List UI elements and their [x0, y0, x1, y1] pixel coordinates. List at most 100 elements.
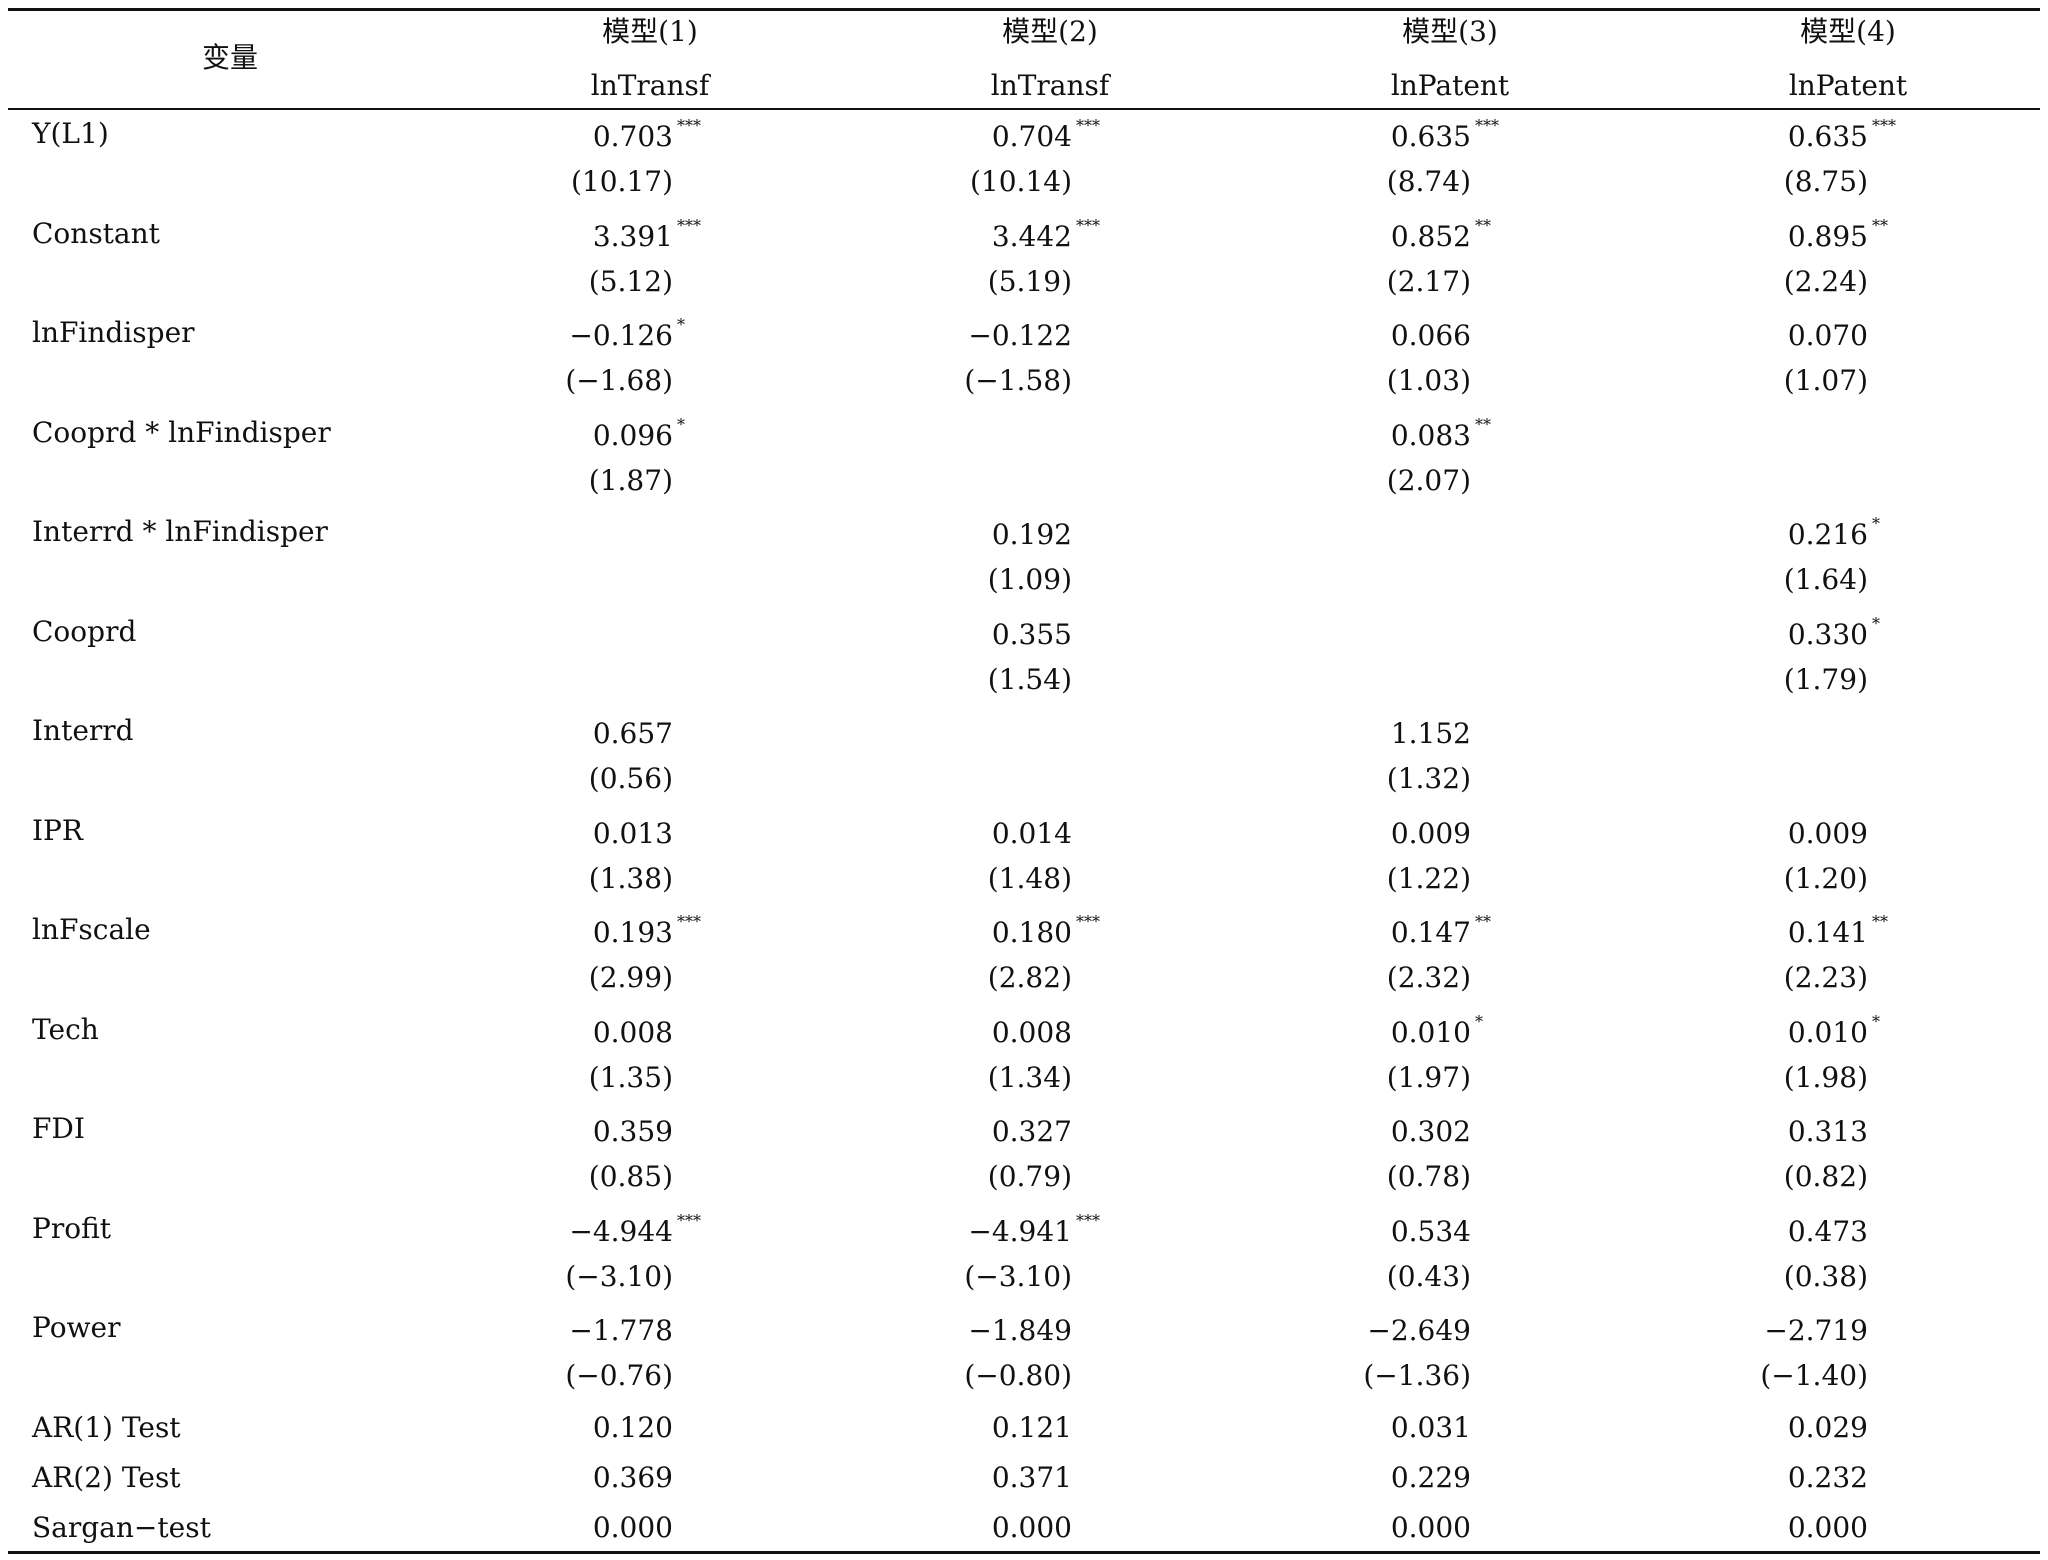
- coefficient: 0.534: [1390, 1215, 1471, 1248]
- significance-stars: ***: [1076, 216, 1100, 235]
- t-statistic: (0.78): [1386, 1160, 1471, 1193]
- t-statistic: (−3.10): [565, 1260, 673, 1293]
- row-label: Tech: [32, 1013, 99, 1046]
- coefficient: 1.152: [1390, 717, 1471, 750]
- test-value: 0.369: [592, 1461, 673, 1494]
- t-statistic: (1.38): [588, 862, 673, 895]
- t-statistic: (−0.80): [964, 1359, 1072, 1392]
- coefficient: 0.008: [592, 1016, 673, 1049]
- coefficient: 0.635: [1390, 120, 1471, 153]
- row-label: Cooprd * lnFindisper: [32, 416, 331, 449]
- coefficient: 0.852: [1390, 220, 1471, 253]
- t-statistic: (1.79): [1783, 663, 1868, 696]
- row-label: Power: [32, 1311, 121, 1344]
- significance-stars: **: [1475, 415, 1491, 434]
- t-statistic: (−1.68): [565, 364, 673, 397]
- t-statistic: (2.24): [1783, 265, 1868, 298]
- significance-stars: ***: [1076, 116, 1100, 135]
- t-statistic: (0.85): [588, 1160, 673, 1193]
- model-header-1: 模型(1): [602, 15, 698, 48]
- coefficient: 0.066: [1390, 319, 1471, 352]
- row-label: Profit: [32, 1212, 112, 1245]
- coefficient: 0.180: [991, 916, 1072, 949]
- test-value: 0.232: [1787, 1461, 1868, 1494]
- test-value: 0.000: [1390, 1511, 1471, 1544]
- t-statistic: (1.20): [1783, 862, 1868, 895]
- coefficient: −0.122: [968, 319, 1072, 352]
- t-statistic: (1.97): [1386, 1061, 1471, 1094]
- coefficient: 0.359: [592, 1115, 673, 1148]
- test-value: 0.000: [592, 1511, 673, 1544]
- significance-stars: ***: [1076, 1211, 1100, 1230]
- model-header-3: 模型(3): [1402, 15, 1498, 48]
- coefficient: 0.010: [1390, 1016, 1471, 1049]
- t-statistic: (1.64): [1783, 563, 1868, 596]
- t-statistic: (2.07): [1386, 464, 1471, 497]
- t-statistic: (10.14): [969, 165, 1072, 198]
- coefficient: 0.147: [1390, 916, 1471, 949]
- row-label: Cooprd: [32, 615, 137, 648]
- coefficient: 0.473: [1787, 1215, 1868, 1248]
- coefficient: 0.327: [991, 1115, 1072, 1148]
- variable-header: 变量: [201, 41, 259, 74]
- t-statistic: (2.82): [987, 961, 1072, 994]
- t-statistic: (1.98): [1783, 1061, 1868, 1094]
- coefficient: 0.330: [1787, 618, 1868, 651]
- test-value: 0.000: [991, 1511, 1072, 1544]
- coefficient: 0.014: [991, 817, 1072, 850]
- t-statistic: (0.82): [1783, 1160, 1868, 1193]
- significance-stars: *: [1872, 1012, 1880, 1031]
- dependent-variable-3: lnPatent: [1390, 69, 1510, 102]
- t-statistic: (2.17): [1386, 265, 1471, 298]
- significance-stars: ***: [677, 1211, 701, 1230]
- significance-stars: ***: [1076, 912, 1100, 931]
- coefficient: 0.083: [1390, 419, 1471, 452]
- coefficient: −2.649: [1367, 1314, 1471, 1347]
- coefficient: 0.635: [1787, 120, 1868, 153]
- coefficient: 0.704: [991, 120, 1072, 153]
- coefficient: 0.313: [1787, 1115, 1868, 1148]
- t-statistic: (2.99): [588, 961, 673, 994]
- test-value: 0.229: [1390, 1461, 1471, 1494]
- row-label: Y(L1): [32, 117, 109, 150]
- coefficient: 0.010: [1787, 1016, 1868, 1049]
- significance-stars: ***: [1475, 116, 1499, 135]
- t-statistic: (1.22): [1386, 862, 1471, 895]
- t-statistic: (2.23): [1783, 961, 1868, 994]
- coefficient: 0.070: [1787, 319, 1868, 352]
- coefficient: 0.009: [1787, 817, 1868, 850]
- significance-stars: **: [1475, 912, 1491, 931]
- significance-stars: *: [1475, 1012, 1483, 1031]
- coefficient: −4.941: [968, 1215, 1072, 1248]
- t-statistic: (1.87): [588, 464, 673, 497]
- coefficient: 0.008: [991, 1016, 1072, 1049]
- coefficient: 3.442: [991, 220, 1072, 253]
- t-statistic: (1.34): [987, 1061, 1072, 1094]
- coefficient: −1.778: [569, 1314, 673, 1347]
- significance-stars: *: [677, 315, 685, 334]
- test-label: AR(2) Test: [32, 1461, 181, 1494]
- significance-stars: *: [677, 415, 685, 434]
- row-label: IPR: [32, 814, 83, 847]
- t-statistic: (1.07): [1783, 364, 1868, 397]
- bottom-rule: [8, 1551, 2040, 1554]
- test-value: 0.120: [592, 1411, 673, 1444]
- coefficient: 0.141: [1787, 916, 1868, 949]
- t-statistic: (−1.40): [1760, 1359, 1868, 1392]
- coefficient: 0.009: [1390, 817, 1471, 850]
- t-statistic: (1.09): [987, 563, 1072, 596]
- row-label: lnFscale: [32, 913, 151, 946]
- t-statistic: (5.19): [987, 265, 1072, 298]
- t-statistic: (8.74): [1386, 165, 1471, 198]
- test-value: 0.031: [1390, 1411, 1471, 1444]
- header-rule: [8, 108, 2040, 110]
- t-statistic: (1.32): [1386, 762, 1471, 795]
- coefficient: 0.657: [592, 717, 673, 750]
- coefficient: −2.719: [1764, 1314, 1868, 1347]
- significance-stars: **: [1475, 216, 1491, 235]
- significance-stars: *: [1872, 614, 1880, 633]
- coefficient: 0.013: [592, 817, 673, 850]
- t-statistic: (1.48): [987, 862, 1072, 895]
- t-statistic: (0.56): [588, 762, 673, 795]
- t-statistic: (−0.76): [565, 1359, 673, 1392]
